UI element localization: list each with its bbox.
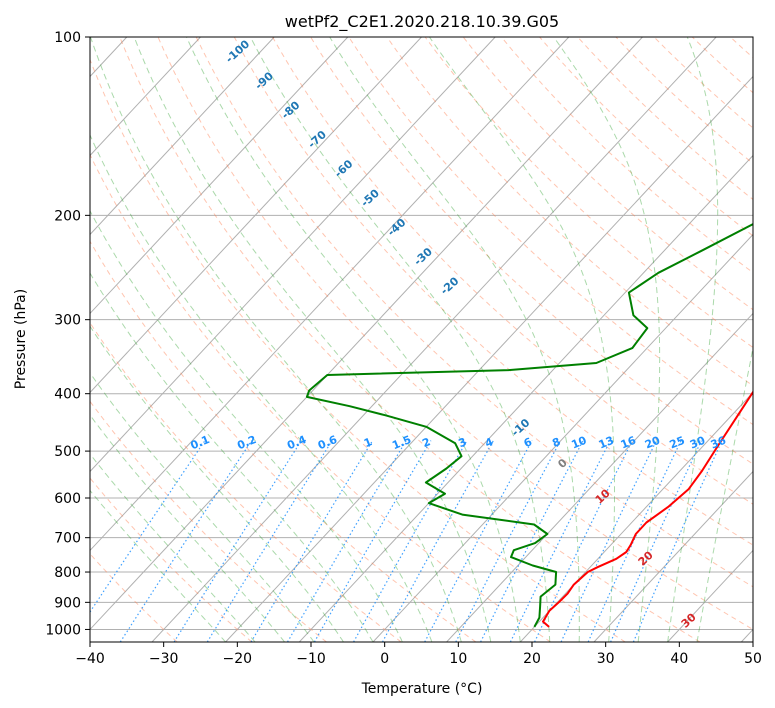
isotherm-line [90, 37, 570, 552]
x-tick-label: −40 [75, 651, 105, 667]
isotherm-line [446, 312, 753, 642]
x-tick-label: 50 [744, 651, 762, 667]
moist-adiabat-line [90, 325, 344, 642]
dry-adiabat-line [348, 37, 753, 426]
moist-adiabat-line [186, 37, 521, 642]
y-tick-label: 500 [54, 444, 81, 460]
mixing-ratio-line [313, 440, 432, 642]
axes: −40 −30 −20 −10 0 10 20 30 40 50 1000 900 800 700 600 5… [45, 30, 762, 667]
mixing-ratio-line [206, 440, 333, 642]
mixing-ratio-label: 30 [688, 434, 707, 452]
y-tick-label: 600 [54, 491, 81, 507]
moist-adiabat-line [90, 453, 256, 642]
moist-adiabat-line [90, 209, 403, 642]
moist-adiabat-line [90, 372, 315, 642]
mixing-ratio-label: 13 [597, 434, 616, 452]
y-tick-label: 300 [54, 313, 81, 329]
mixing-ratio-label: 3 [457, 435, 469, 450]
y-tick-label: 1000 [45, 622, 81, 638]
isotherm-line [151, 37, 717, 642]
isotherm-line [90, 37, 349, 315]
mixing-ratio-label: 36 [709, 434, 728, 452]
isotherm-line [225, 75, 753, 642]
y-tick-label: 900 [54, 595, 81, 611]
dewpoint-trace [305, 222, 753, 628]
x-tick-label: −30 [149, 651, 179, 667]
mixing-ratio-label: 2 [420, 435, 432, 450]
moist-adiabat-line [90, 272, 374, 642]
y-tick-label: 400 [54, 387, 81, 403]
dry-adiabat-line [195, 37, 753, 588]
x-tick-label: 30 [597, 651, 615, 667]
y-tick-label: 700 [54, 531, 81, 547]
mixing-ratio-line [250, 440, 374, 642]
dry-adiabat-line [90, 58, 626, 642]
moist-adiabat-line [428, 37, 615, 642]
mixing-ratio-line [587, 440, 682, 642]
moist-adiabat-line [90, 37, 462, 642]
y-tick-label: 800 [54, 565, 81, 581]
moist-adiabat-line [667, 37, 719, 642]
isotherm-line [90, 37, 496, 473]
mixing-ratio-label: 16 [619, 434, 638, 452]
x-tick-label: 40 [670, 651, 688, 667]
x-tick-label: −10 [296, 651, 326, 667]
dry-adiabat-line [157, 37, 753, 630]
x-tick-label: 0 [380, 651, 389, 667]
dry-adiabat-line [386, 37, 753, 387]
isotherm-line [519, 391, 753, 642]
dry-adiabat-line [90, 240, 477, 642]
moist-adiabat-line [696, 345, 753, 642]
mixing-ratio-line [610, 440, 702, 642]
y-tick-label: 200 [54, 208, 81, 224]
mixing-ratio-label: 10 [569, 434, 588, 452]
mixing-ratio-label: 8 [550, 435, 562, 450]
x-axis-label: Temperature (°C) [361, 681, 483, 697]
mixing-ratio-line [286, 440, 407, 642]
mixing-ratio-line [509, 440, 611, 642]
y-axis-label: Pressure (hPa) [13, 289, 29, 389]
moist-adiabat-line [90, 489, 226, 642]
mixing-ratio-line [119, 440, 253, 642]
mixing-ratio-label: 20 [643, 434, 662, 452]
moist-adiabat-line [90, 133, 433, 642]
dry-adiabat-line [271, 37, 753, 505]
dry-adiabat-line [90, 321, 402, 642]
moist-adiabat-line [329, 37, 580, 642]
isotherm-line [298, 154, 753, 642]
dry-adiabat-line [233, 37, 753, 546]
mixing-ratio-label: 25 [668, 434, 687, 452]
moist-adiabat-line [90, 414, 285, 642]
mixing-ratio-line [173, 440, 302, 642]
dry-adiabat-line [90, 477, 253, 642]
dry-adiabat-line [462, 37, 753, 311]
background-lines [90, 37, 753, 642]
x-tick-label: −20 [223, 651, 253, 667]
x-tick-label: 10 [449, 651, 467, 667]
temperature-trace [542, 390, 753, 628]
isotherm-line [90, 37, 275, 236]
isotherm-line [90, 37, 201, 157]
isotherm-line [593, 470, 753, 642]
mixing-ratio-label: 1 [362, 435, 374, 450]
isotherm-line [90, 37, 643, 631]
mixing-ratio-line [381, 440, 494, 642]
chart-title: wetPf2_C2E1.2020.218.10.39.G05 [285, 12, 559, 32]
isotherm-line [372, 233, 753, 642]
moist-adiabat-line [249, 37, 551, 642]
mixing-ratio-line [353, 440, 468, 642]
moist-adiabat-line [553, 37, 661, 642]
data-lines [305, 222, 753, 628]
x-tick-label: 20 [523, 651, 541, 667]
isotherm-line [90, 37, 422, 394]
mixing-ratio-line [632, 440, 723, 642]
plot-frame [89, 36, 754, 643]
dry-adiabat-line [90, 153, 551, 642]
y-tick-label: 100 [54, 30, 81, 46]
